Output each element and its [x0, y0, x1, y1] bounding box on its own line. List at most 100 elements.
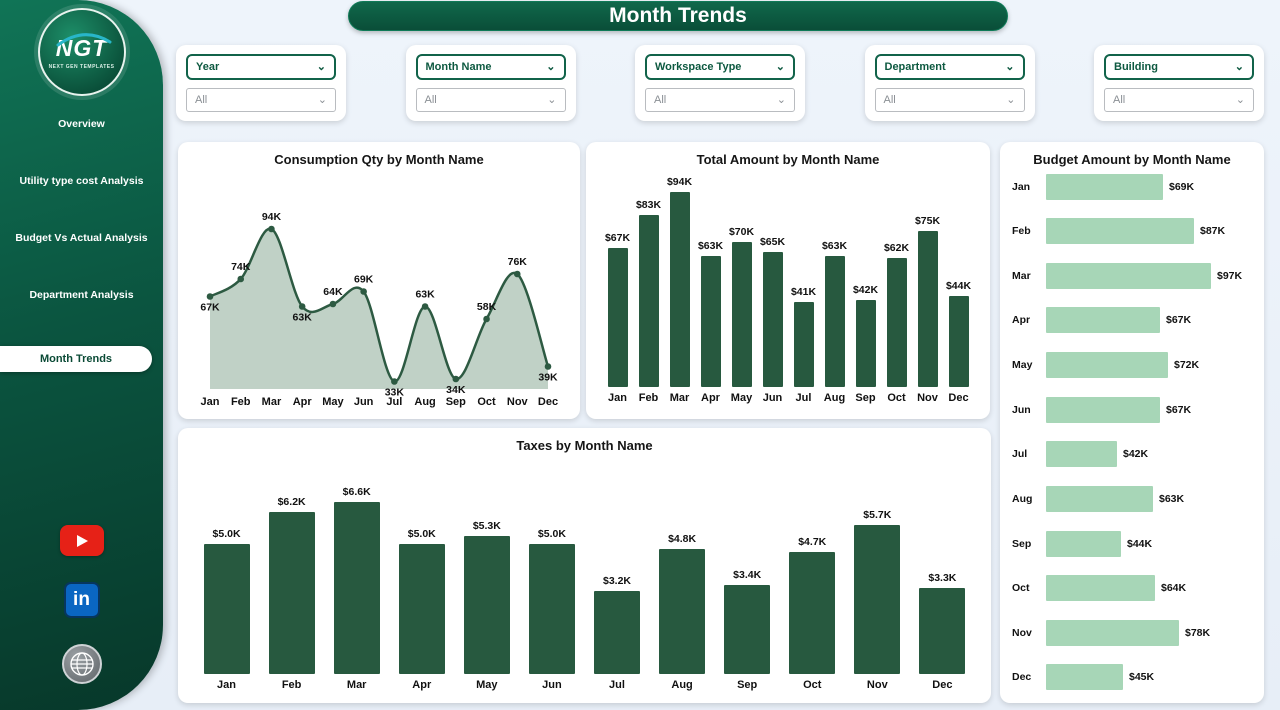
bar-jul[interactable]: [1046, 441, 1117, 468]
bar-column: $42K Sep: [850, 169, 881, 407]
bar-feb[interactable]: [268, 512, 315, 674]
bar-mar[interactable]: [1046, 262, 1211, 289]
bar-may[interactable]: [463, 536, 510, 674]
bar-jun[interactable]: [762, 252, 783, 387]
data-point-jun[interactable]: [360, 288, 367, 295]
category-label: Mar: [1012, 269, 1031, 282]
chart-title: Taxes by Month Name: [516, 438, 653, 453]
sidebar-item-month-trends[interactable]: Month Trends: [0, 346, 152, 372]
bar-jun[interactable]: [528, 544, 575, 674]
bar-nov[interactable]: [1046, 619, 1179, 646]
category-label: Dec: [1012, 671, 1032, 684]
bar-value-label: $65K: [759, 236, 786, 248]
bar-value-label: $63K: [821, 240, 848, 252]
bar-jul[interactable]: [793, 302, 814, 387]
bar-jan[interactable]: [203, 544, 250, 674]
bar-column: $75K Nov: [912, 169, 943, 407]
bar-may[interactable]: [1046, 352, 1168, 378]
data-point-oct[interactable]: [483, 315, 490, 323]
bar-dec[interactable]: [919, 588, 966, 674]
bar-nov[interactable]: [854, 525, 901, 674]
bar-value-label: $62K: [883, 242, 910, 254]
bar-dec[interactable]: [1046, 664, 1123, 691]
bar-value-label: $3.2K: [602, 575, 632, 587]
category-label: Aug: [823, 392, 846, 404]
category-label: Jan: [217, 679, 237, 691]
budget-row: Aug $63K: [1012, 485, 1252, 512]
data-point-nov[interactable]: [513, 270, 521, 278]
bar-oct[interactable]: [886, 258, 907, 387]
budget-row: Dec $45K: [1012, 664, 1252, 691]
bar-oct[interactable]: [1046, 575, 1155, 602]
sidebar-item-utility-type-cost-analysis[interactable]: Utility type cost Analysis: [19, 175, 144, 187]
bar-aug[interactable]: [824, 256, 845, 387]
filter-department-header[interactable]: Department ⌄: [874, 54, 1025, 80]
data-point-mar[interactable]: [268, 225, 275, 233]
bar-jan[interactable]: [1046, 173, 1163, 200]
chevron-down-icon: ⌄: [775, 60, 785, 73]
bar-mar[interactable]: [333, 502, 380, 674]
sidebar-item-department-analysis[interactable]: Department Analysis: [29, 289, 134, 301]
bar-sep[interactable]: [1046, 530, 1121, 557]
bar-sep[interactable]: [724, 585, 771, 674]
bar-column: $3.2K Jul: [584, 455, 649, 694]
bar-mar[interactable]: [669, 192, 690, 387]
website-globe-icon[interactable]: [61, 644, 102, 684]
filter-workspace-type-dropdown[interactable]: All ⌄: [645, 88, 795, 112]
sidebar-item-overview[interactable]: Overview: [58, 118, 105, 130]
bar-feb[interactable]: [638, 215, 659, 387]
data-point-dec[interactable]: [544, 363, 552, 370]
bar-dec[interactable]: [948, 296, 969, 387]
filter-year-dropdown[interactable]: All ⌄: [186, 88, 336, 112]
bar-feb[interactable]: [1046, 218, 1194, 245]
chevron-down-icon: ⌄: [1235, 93, 1245, 106]
sidebar-item-budget-vs-actual-analysis[interactable]: Budget Vs Actual Analysis: [15, 232, 148, 244]
linkedin-icon[interactable]: in: [63, 582, 100, 618]
bar-column: $70K May: [726, 169, 757, 407]
bar-value-label: $45K: [1129, 671, 1155, 684]
category-label: Jun: [762, 392, 783, 404]
bar-aug[interactable]: [659, 549, 706, 674]
bar-jul[interactable]: [594, 591, 640, 674]
bar-column: $63K Apr: [695, 169, 726, 407]
bar-nov[interactable]: [917, 231, 938, 387]
filter-building-dropdown[interactable]: All ⌄: [1104, 88, 1254, 112]
bar-value-label: $63K: [697, 240, 724, 252]
bar-apr[interactable]: [700, 256, 721, 387]
bar-sep[interactable]: [855, 300, 876, 387]
filter-department-dropdown[interactable]: All ⌄: [874, 88, 1025, 112]
bar-apr[interactable]: [1046, 307, 1160, 334]
bar-column: $5.7K Nov: [845, 455, 910, 694]
bar-may[interactable]: [731, 242, 752, 387]
youtube-icon[interactable]: [59, 525, 104, 556]
category-label: Dec: [948, 392, 969, 404]
bar-value-label: $72K: [1174, 359, 1200, 371]
data-point-jul[interactable]: [391, 378, 398, 385]
filter-year-header[interactable]: Year ⌄: [186, 54, 336, 80]
data-point-aug[interactable]: [421, 303, 429, 310]
category-label: Oct: [887, 392, 906, 404]
bar-oct[interactable]: [789, 552, 836, 674]
chevron-down-icon: ⌄: [547, 93, 557, 106]
globe-icon: [69, 652, 94, 676]
bar-jan[interactable]: [607, 248, 628, 387]
category-label: Dec: [932, 679, 953, 691]
data-point-jan[interactable]: [206, 293, 214, 300]
play-icon: [77, 534, 88, 547]
bar-jun[interactable]: [1046, 396, 1160, 423]
bar-column: $83K Feb: [633, 169, 664, 407]
data-label: 63K: [415, 289, 435, 301]
category-label: Dec: [538, 396, 558, 408]
filter-building-header[interactable]: Building ⌄: [1104, 54, 1254, 80]
data-point-may[interactable]: [329, 300, 337, 308]
data-point-sep[interactable]: [452, 375, 460, 383]
data-point-feb[interactable]: [237, 275, 245, 283]
category-label: Oct: [1012, 582, 1030, 595]
bar-aug[interactable]: [1046, 485, 1153, 512]
filter-month-name-header[interactable]: Month Name ⌄: [415, 54, 566, 80]
filter-month-name-dropdown[interactable]: All ⌄: [415, 88, 566, 112]
data-point-apr[interactable]: [298, 303, 306, 310]
category-label: May: [730, 392, 753, 404]
bar-apr[interactable]: [398, 544, 445, 674]
filter-workspace-type-header[interactable]: Workspace Type ⌄: [645, 54, 795, 80]
